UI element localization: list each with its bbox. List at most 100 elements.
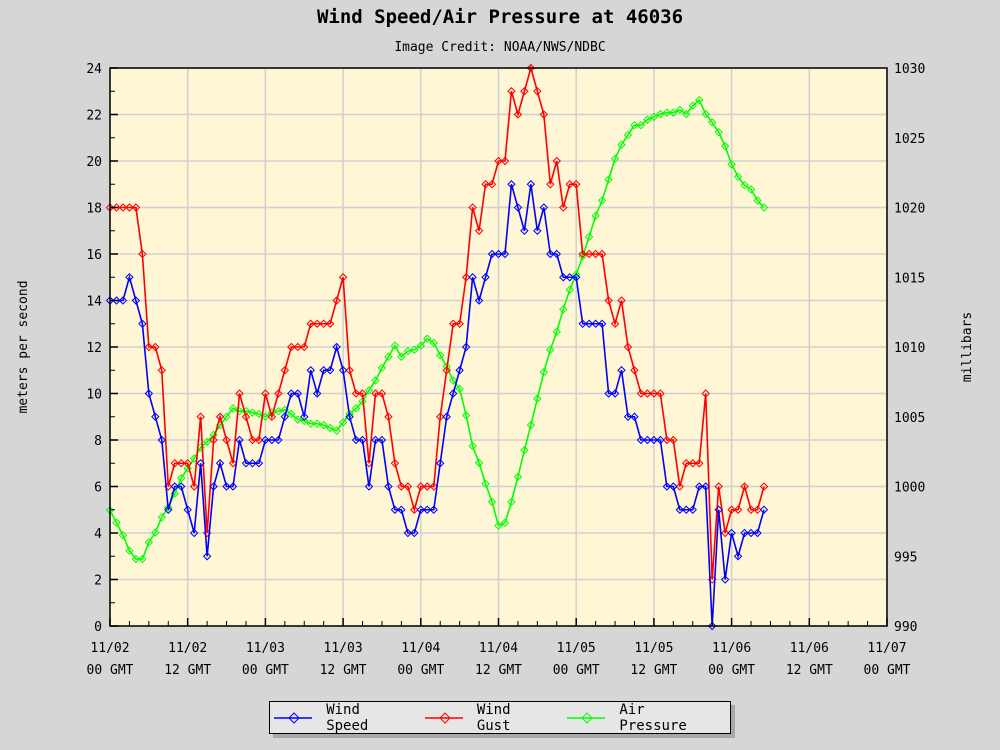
point-wind-gust: [591, 249, 600, 259]
series-air-pressure: [105, 95, 769, 564]
point-air-pressure: [118, 531, 128, 540]
y2-tick-label: 1025: [894, 132, 925, 147]
y2-tick-label: 990: [894, 620, 917, 635]
point-wind-speed: [280, 412, 290, 421]
point-wind-gust: [520, 87, 529, 96]
y2-tick-label: 1010: [894, 341, 925, 356]
point-air-pressure: [759, 203, 769, 212]
point-wind-speed: [228, 482, 238, 491]
point-air-pressure: [733, 172, 743, 182]
point-wind-gust: [682, 459, 691, 468]
point-wind-speed: [746, 528, 756, 538]
point-air-pressure: [455, 384, 464, 394]
x-tick-time: 00 GMT: [553, 663, 600, 678]
point-wind-speed: [630, 412, 639, 421]
point-wind-speed: [727, 528, 736, 538]
y-tick-label: 16: [86, 248, 102, 263]
point-wind-gust: [720, 528, 730, 538]
point-wind-speed: [384, 482, 393, 491]
legend-label: Wind Gust: [476, 701, 511, 734]
point-wind-gust: [222, 435, 231, 445]
point-air-pressure: [753, 196, 762, 205]
point-air-pressure: [707, 118, 717, 127]
point-wind-gust: [300, 342, 309, 352]
point-air-pressure: [274, 406, 283, 416]
point-wind-gust: [144, 342, 154, 352]
point-wind-speed: [118, 296, 128, 305]
point-wind-gust: [384, 412, 393, 421]
point-wind-speed: [397, 505, 406, 514]
y-tick-label: 20: [86, 155, 102, 170]
point-air-pressure: [688, 101, 697, 110]
point-wind-gust: [507, 87, 516, 96]
point-air-pressure: [338, 418, 348, 427]
point-wind-speed: [513, 203, 523, 212]
point-wind-gust: [604, 296, 613, 305]
point-air-pressure: [623, 130, 633, 140]
x-tick-time: 00 GMT: [87, 663, 134, 678]
point-air-pressure: [610, 154, 620, 163]
point-air-pressure: [254, 409, 264, 419]
point-wind-gust: [358, 389, 367, 398]
point-air-pressure: [539, 367, 549, 377]
series-wind-speed: [105, 180, 769, 631]
point-wind-gust: [643, 389, 652, 398]
point-wind-gust: [487, 180, 497, 189]
point-wind-gust: [675, 482, 685, 491]
point-wind-speed: [345, 412, 354, 421]
point-air-pressure: [429, 338, 438, 348]
point-air-pressure: [669, 108, 678, 117]
point-wind-gust: [423, 482, 432, 491]
point-wind-speed: [701, 482, 710, 491]
point-wind-gust: [170, 459, 179, 468]
point-wind-speed: [351, 435, 361, 445]
point-wind-speed: [759, 505, 769, 514]
point-wind-speed: [669, 482, 678, 491]
point-wind-speed: [410, 528, 419, 538]
point-wind-gust: [461, 273, 471, 282]
point-air-pressure: [656, 109, 665, 119]
point-wind-speed: [636, 435, 646, 445]
point-wind-gust: [325, 319, 335, 328]
point-wind-gust: [455, 319, 464, 328]
point-air-pressure: [202, 437, 212, 447]
y-tick-label: 18: [86, 202, 102, 217]
point-wind-speed: [125, 273, 134, 282]
point-wind-gust: [533, 87, 542, 96]
point-wind-speed: [215, 459, 225, 468]
point-wind-gust: [319, 319, 328, 328]
point-wind-speed: [131, 296, 141, 305]
x-tick-time: 12 GMT: [164, 663, 211, 678]
point-wind-speed: [526, 180, 536, 189]
point-wind-speed: [423, 505, 432, 514]
point-wind-gust: [695, 459, 704, 468]
point-air-pressure: [520, 446, 529, 455]
point-air-pressure: [144, 538, 154, 547]
point-wind-speed: [436, 459, 445, 468]
point-air-pressure: [287, 409, 296, 419]
point-wind-gust: [377, 389, 387, 398]
point-wind-gust: [177, 459, 186, 468]
legend-item-air-pressure: Air Pressure: [567, 702, 716, 734]
y-tick-label: 4: [94, 527, 102, 542]
point-air-pressure: [468, 441, 477, 451]
point-wind-speed: [293, 389, 302, 398]
chart: 0246810121416182022249909951000100510101…: [16, 62, 975, 678]
point-air-pressure: [228, 404, 238, 413]
point-wind-speed: [403, 528, 413, 538]
point-air-pressure: [112, 518, 121, 527]
point-wind-speed: [170, 482, 179, 491]
point-wind-speed: [196, 459, 205, 468]
point-air-pressure: [630, 120, 639, 130]
point-air-pressure: [636, 120, 646, 130]
point-air-pressure: [701, 109, 710, 119]
point-air-pressure: [306, 419, 315, 428]
point-wind-speed: [494, 249, 503, 259]
point-wind-speed: [597, 319, 607, 328]
point-wind-gust: [617, 296, 626, 305]
x-tick-date: 11/05: [634, 641, 673, 656]
point-wind-gust: [468, 203, 477, 212]
point-wind-gust: [442, 366, 451, 375]
point-air-pressure: [403, 346, 413, 356]
point-wind-gust: [280, 366, 290, 375]
